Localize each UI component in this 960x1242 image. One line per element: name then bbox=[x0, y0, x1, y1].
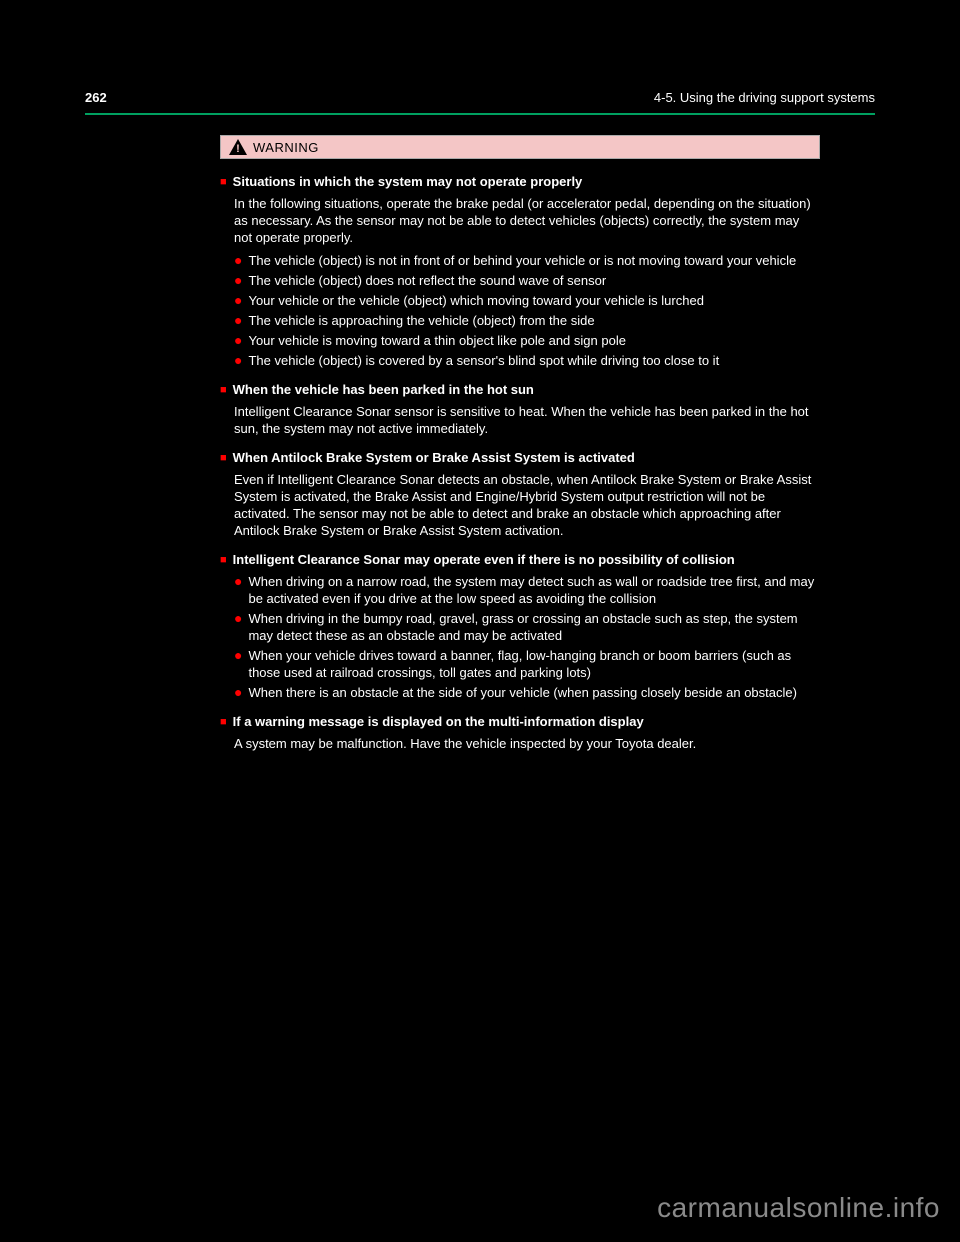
header-rule bbox=[85, 113, 875, 115]
bullet-text: The vehicle (object) is not in front of … bbox=[248, 252, 796, 269]
bullet-icon: ● bbox=[234, 332, 242, 349]
page-number: 262 bbox=[85, 90, 107, 105]
section-body: A system may be malfunction. Have the ve… bbox=[234, 735, 820, 752]
section-path: 4-5. Using the driving support systems bbox=[654, 90, 875, 105]
bullet-text: The vehicle (object) is covered by a sen… bbox=[248, 352, 719, 369]
bullet-text: When driving in the bumpy road, gravel, … bbox=[248, 610, 820, 644]
watermark: carmanualsonline.info bbox=[657, 1192, 940, 1224]
section-body: In the following situations, operate the… bbox=[234, 195, 820, 246]
svg-text:!: ! bbox=[236, 143, 240, 155]
bullet-icon: ● bbox=[234, 352, 242, 369]
square-marker: ■ bbox=[220, 449, 227, 467]
content-area: ! WARNING ■ Situations in which the syst… bbox=[220, 135, 820, 752]
section-block: ■ When Antilock Brake System or Brake As… bbox=[220, 449, 820, 539]
section-block: ■ If a warning message is displayed on t… bbox=[220, 713, 820, 752]
square-marker: ■ bbox=[220, 713, 227, 731]
section-title: Situations in which the system may not o… bbox=[233, 173, 583, 191]
section-block: ■ When the vehicle has been parked in th… bbox=[220, 381, 820, 437]
square-marker: ■ bbox=[220, 381, 227, 399]
section-block: ■ Intelligent Clearance Sonar may operat… bbox=[220, 551, 820, 701]
bullet-text: When driving on a narrow road, the syste… bbox=[248, 573, 820, 607]
section-body: Even if Intelligent Clearance Sonar dete… bbox=[234, 471, 820, 539]
bullet-icon: ● bbox=[234, 292, 242, 309]
bullet-icon: ● bbox=[234, 312, 242, 329]
warning-icon: ! bbox=[229, 139, 247, 155]
square-marker: ■ bbox=[220, 551, 227, 569]
section-title: When the vehicle has been parked in the … bbox=[233, 381, 534, 399]
warning-header: ! WARNING bbox=[220, 135, 820, 159]
bullet-icon: ● bbox=[234, 610, 242, 627]
bullet-text: Your vehicle is moving toward a thin obj… bbox=[248, 332, 625, 349]
bullet-icon: ● bbox=[234, 647, 242, 664]
bullet-text: The vehicle (object) does not reflect th… bbox=[248, 272, 606, 289]
section-block: ■ Situations in which the system may not… bbox=[220, 173, 820, 369]
section-body: Intelligent Clearance Sonar sensor is se… bbox=[234, 403, 820, 437]
square-marker: ■ bbox=[220, 173, 227, 191]
bullet-icon: ● bbox=[234, 573, 242, 590]
section-title: If a warning message is displayed on the… bbox=[233, 713, 644, 731]
bullet-icon: ● bbox=[234, 684, 242, 701]
section-title: When Antilock Brake System or Brake Assi… bbox=[233, 449, 635, 467]
warning-label: WARNING bbox=[253, 140, 319, 155]
bullet-text: When your vehicle drives toward a banner… bbox=[248, 647, 820, 681]
bullet-text: When there is an obstacle at the side of… bbox=[248, 684, 796, 701]
bullet-text: The vehicle is approaching the vehicle (… bbox=[248, 312, 594, 329]
section-title: Intelligent Clearance Sonar may operate … bbox=[233, 551, 735, 569]
bullet-icon: ● bbox=[234, 272, 242, 289]
bullet-text: Your vehicle or the vehicle (object) whi… bbox=[248, 292, 703, 309]
bullet-icon: ● bbox=[234, 252, 242, 269]
